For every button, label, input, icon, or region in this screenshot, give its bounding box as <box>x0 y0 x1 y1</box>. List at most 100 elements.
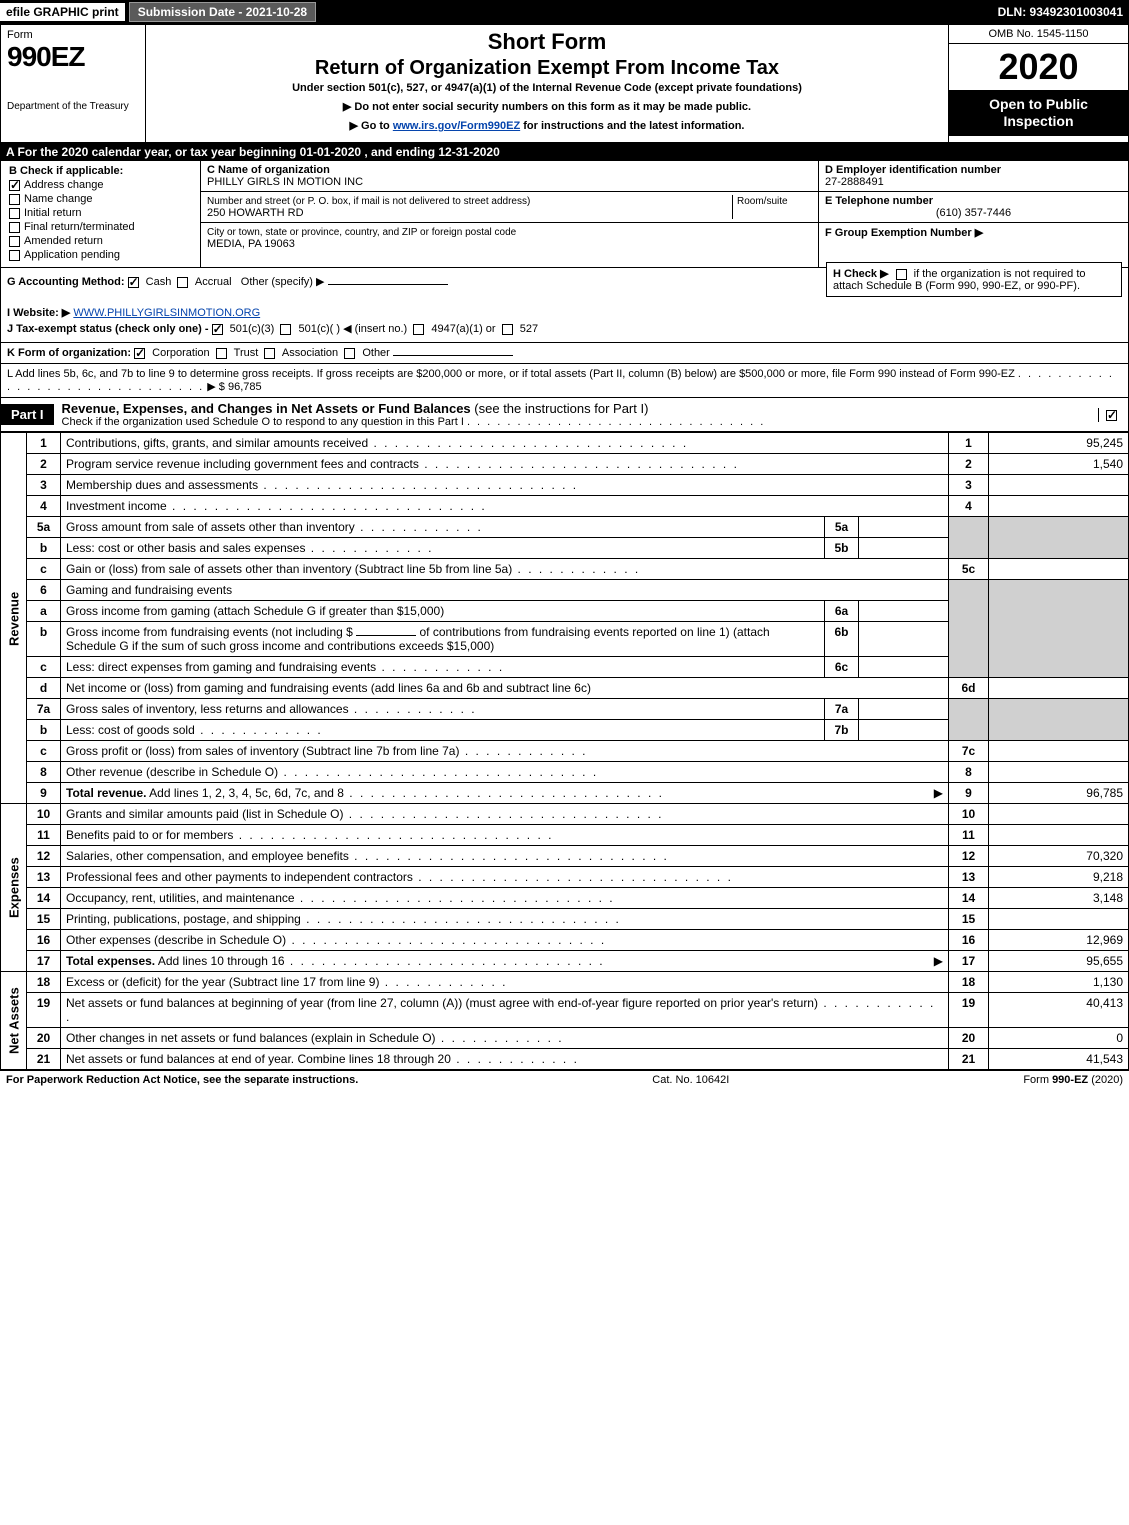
checkbox-icon[interactable] <box>896 269 907 280</box>
form-number: 990EZ <box>7 41 139 73</box>
table-row: 21 Net assets or fund balances at end of… <box>1 1049 1129 1070</box>
table-row: c Gross profit or (loss) from sales of i… <box>1 741 1129 762</box>
line-num: 5a <box>27 517 61 538</box>
part1-instr: (see the instructions for Part I) <box>474 401 648 416</box>
desc-text: Excess or (deficit) for the year (Subtra… <box>66 975 507 989</box>
mid-num: 7b <box>825 720 859 741</box>
j-4947: 4947(a)(1) or <box>431 323 495 335</box>
line-num: c <box>27 657 61 678</box>
line-desc: Excess or (deficit) for the year (Subtra… <box>61 972 949 993</box>
line-rnum: 4 <box>949 496 989 517</box>
table-row: 19 Net assets or fund balances at beginn… <box>1 993 1129 1028</box>
line-desc: Other changes in net assets or fund bala… <box>61 1028 949 1049</box>
table-row: 3 Membership dues and assessments 3 <box>1 475 1129 496</box>
line-value <box>989 804 1129 825</box>
checkbox-icon[interactable] <box>280 324 291 335</box>
line-desc: Membership dues and assessments <box>61 475 949 496</box>
table-row: 9 Total revenue. Add lines 1, 2, 3, 4, 5… <box>1 783 1129 804</box>
checkbox-icon[interactable] <box>216 348 227 359</box>
part1-title: Revenue, Expenses, and Changes in Net As… <box>54 398 1098 431</box>
chk-amended-return[interactable]: Amended return <box>9 235 192 247</box>
desc-text: Add lines 1, 2, 3, 4, 5c, 6d, 7c, and 8 <box>149 786 664 800</box>
line-rnum: 12 <box>949 846 989 867</box>
line-rnum: 7c <box>949 741 989 762</box>
header-left: Form 990EZ Department of the Treasury <box>1 25 146 142</box>
line-rnum: 3 <box>949 475 989 496</box>
netassets-side-label: Net Assets <box>1 972 27 1070</box>
chk-label: Amended return <box>24 235 103 247</box>
g-other-input[interactable] <box>328 284 448 285</box>
line-num: 15 <box>27 909 61 930</box>
c-city-label: City or town, state or province, country… <box>207 227 516 238</box>
k-other-input[interactable] <box>393 355 513 356</box>
shade-cell <box>949 580 989 678</box>
line-num: c <box>27 559 61 580</box>
line-num: b <box>27 622 61 657</box>
table-row: 7a Gross sales of inventory, less return… <box>1 699 1129 720</box>
mid-num: 5b <box>825 538 859 559</box>
checkbox-icon[interactable] <box>212 324 223 335</box>
mid-value <box>859 622 949 657</box>
checkbox-icon[interactable] <box>128 277 139 288</box>
checkbox-icon[interactable] <box>344 348 355 359</box>
box-b: B Check if applicable: Address change Na… <box>1 161 201 267</box>
arrow-icon: ▶ <box>934 786 943 800</box>
short-form-title: Short Form <box>156 29 938 55</box>
line-desc: Gross income from gaming (attach Schedul… <box>61 601 825 622</box>
e-label: E Telephone number <box>825 195 933 207</box>
part1-checkbox[interactable] <box>1098 408 1128 422</box>
checkbox-icon[interactable] <box>264 348 275 359</box>
top-bar: efile GRAPHIC print Submission Date - 20… <box>0 0 1129 24</box>
d-value: 27-2888491 <box>825 176 884 188</box>
line-num: 8 <box>27 762 61 783</box>
j-501c3: 501(c)(3) <box>230 323 275 335</box>
k-corp: Corporation <box>152 347 209 359</box>
page-footer: For Paperwork Reduction Act Notice, see … <box>0 1070 1129 1089</box>
dept-treasury: Department of the Treasury <box>7 101 139 112</box>
line-desc: Gaming and fundraising events <box>61 580 949 601</box>
checkbox-icon[interactable] <box>134 348 145 359</box>
table-row: 11 Benefits paid to or for members 11 <box>1 825 1129 846</box>
chk-initial-return[interactable]: Initial return <box>9 207 192 219</box>
footer-form-pre: Form <box>1023 1074 1052 1086</box>
row-j: J Tax-exempt status (check only one) - 5… <box>7 322 1122 335</box>
table-row: 14 Occupancy, rent, utilities, and maint… <box>1 888 1129 909</box>
line-rnum: 17 <box>949 951 989 972</box>
line-num: 13 <box>27 867 61 888</box>
footer-catno: Cat. No. 10642I <box>358 1074 1023 1086</box>
table-row: 8 Other revenue (describe in Schedule O)… <box>1 762 1129 783</box>
checkbox-icon <box>1106 410 1117 421</box>
line-rnum: 10 <box>949 804 989 825</box>
form-label: Form <box>7 29 139 41</box>
checkbox-icon[interactable] <box>502 324 513 335</box>
tax-year: 2020 <box>949 44 1128 90</box>
shade-cell <box>949 517 989 559</box>
checkbox-icon <box>9 250 20 261</box>
irs-link[interactable]: www.irs.gov/Form990EZ <box>393 120 520 132</box>
line-value <box>989 496 1129 517</box>
website-link[interactable]: WWW.PHILLYGIRLSINMOTION.ORG <box>73 307 260 319</box>
chk-name-change[interactable]: Name change <box>9 193 192 205</box>
desc-text: Other expenses (describe in Schedule O) <box>66 933 606 947</box>
line-rnum: 21 <box>949 1049 989 1070</box>
desc-text: Printing, publications, postage, and shi… <box>66 912 621 926</box>
table-row: 12 Salaries, other compensation, and emp… <box>1 846 1129 867</box>
footer-left: For Paperwork Reduction Act Notice, see … <box>6 1074 358 1086</box>
desc-text: Other revenue (describe in Schedule O) <box>66 765 598 779</box>
chk-address-change[interactable]: Address change <box>9 179 192 191</box>
submission-date: Submission Date - 2021-10-28 <box>129 2 316 22</box>
box-b-title: B Check if applicable: <box>9 165 192 177</box>
contrib-input[interactable] <box>356 635 416 636</box>
g-other: Other (specify) ▶ <box>241 276 325 288</box>
line-l-text: L Add lines 5b, 6c, and 7b to line 9 to … <box>7 368 1015 380</box>
chk-app-pending[interactable]: Application pending <box>9 249 192 261</box>
dots <box>467 416 765 428</box>
checkbox-icon[interactable] <box>177 277 188 288</box>
checkbox-icon[interactable] <box>413 324 424 335</box>
desc-text: Less: direct expenses from gaming and fu… <box>66 660 504 674</box>
line-desc: Occupancy, rent, utilities, and maintena… <box>61 888 949 909</box>
desc-text: Gain or (loss) from sale of assets other… <box>66 562 640 576</box>
header-center: Short Form Return of Organization Exempt… <box>146 25 948 142</box>
chk-final-return[interactable]: Final return/terminated <box>9 221 192 233</box>
line-num: 10 <box>27 804 61 825</box>
